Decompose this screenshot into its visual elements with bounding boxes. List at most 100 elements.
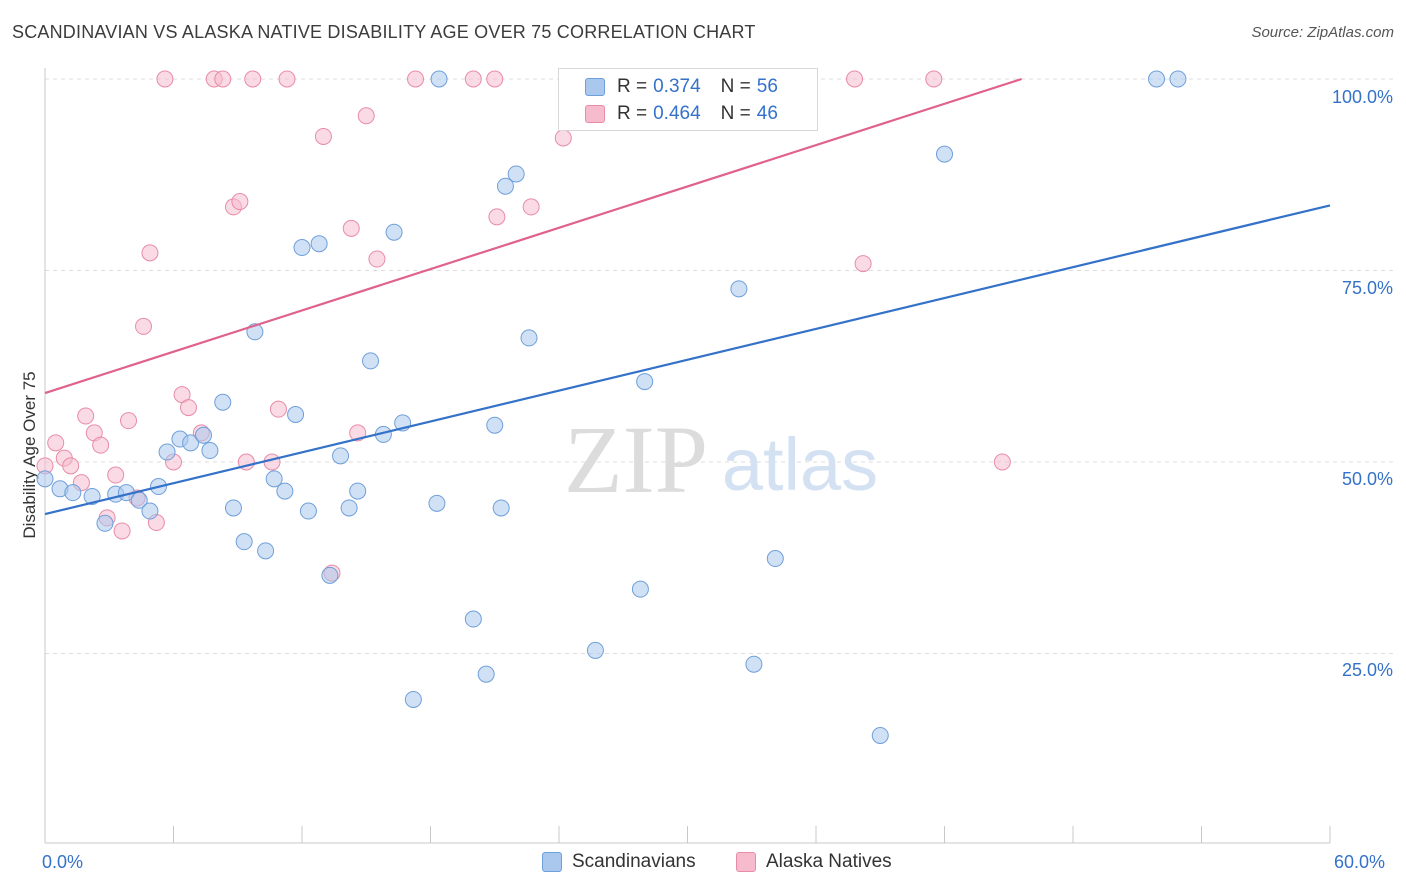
alaska-native-point <box>314 127 332 145</box>
legend-r-label: R = <box>617 76 648 97</box>
scandinavian-point <box>636 373 654 391</box>
x-tick-label-max: 60.0% <box>1334 852 1386 872</box>
alaska-native-point <box>214 70 232 88</box>
alaska-native-point <box>107 466 125 484</box>
legend-n-value: 56 <box>756 76 778 97</box>
scandinavian-point <box>362 352 380 370</box>
alaska-native-point <box>357 107 375 125</box>
source-credit: Source: ZipAtlas.com <box>1251 24 1394 41</box>
scandinavian-point <box>235 533 253 551</box>
scandinavian-point <box>224 499 242 517</box>
alaska-native-point <box>135 317 153 335</box>
scandinavian-point <box>214 393 232 411</box>
trend-lines <box>44 77 1331 516</box>
alaska-native-point <box>925 70 943 88</box>
watermark-atlas: atlas <box>722 423 878 506</box>
series-legend-alaska-natives: Alaska Natives <box>736 851 892 873</box>
alaska-native-point <box>113 522 131 540</box>
scandinavian-point <box>349 482 367 500</box>
series-legend: Scandinavians Alaska Natives <box>0 851 1406 877</box>
scandinavian-point <box>340 499 358 517</box>
alaska-native-point <box>120 412 138 430</box>
legend-row-alaska-natives: R = 0.464 N = 46 <box>585 102 778 126</box>
alaska-native-point <box>77 407 95 425</box>
scandinavian-point <box>507 165 525 183</box>
alaska-native-point <box>488 208 506 226</box>
scandinavian-point <box>36 470 54 488</box>
y-tick-label: 100.0% <box>1332 87 1393 107</box>
scandinavian-point <box>141 502 159 520</box>
alaska-native-point <box>464 70 482 88</box>
scandinavian-point <box>428 494 446 512</box>
scandinavian-point <box>586 641 604 659</box>
series-swatch-pink <box>736 852 756 872</box>
scandinavian-point <box>332 447 350 465</box>
scandinavian-point <box>265 470 283 488</box>
stats-legend: R = 0.374 N = 56 R = 0.464 N = 46 <box>558 68 818 131</box>
y-tick-labels: 25.0% 50.0% 75.0% 100.0% <box>1332 87 1393 680</box>
x-tick-label-min: 0.0% <box>42 852 84 872</box>
alaska-native-point <box>47 434 65 452</box>
scandinavian-point <box>182 434 200 452</box>
axes <box>44 68 1331 844</box>
alaska-native-point <box>156 70 174 88</box>
scandinavian-point <box>631 580 649 598</box>
legend-r-label: R = <box>617 103 648 124</box>
alaska-native-point <box>486 70 504 88</box>
legend-row-scandinavians: R = 0.374 N = 56 <box>585 75 778 99</box>
scandinavian-trend-line <box>44 204 1331 516</box>
alaska-native-point <box>407 70 425 88</box>
scandinavian-point <box>492 499 510 517</box>
scandinavian-point <box>310 235 328 253</box>
scandinavian-point <box>257 542 275 560</box>
scandinavian-point <box>404 690 422 708</box>
alaska-native-trend-line <box>44 77 1022 395</box>
scandinavian-point <box>766 550 784 568</box>
scandinavian-point <box>64 484 82 502</box>
alaska-native-point <box>522 198 540 216</box>
series-name-alaska-natives: Alaska Natives <box>766 851 892 872</box>
series-swatch-blue <box>542 852 562 872</box>
scandinavian-point <box>201 442 219 460</box>
blue-points <box>36 70 1187 744</box>
scandinavian-point <box>385 223 403 241</box>
legend-n-value: 46 <box>756 103 778 124</box>
chart-title: SCANDINAVIAN VS ALASKA NATIVE DISABILITY… <box>12 22 756 42</box>
alaska-native-point <box>342 219 360 237</box>
scandinavian-point <box>194 426 212 444</box>
scandinavian-point <box>293 239 311 257</box>
y-tick-label: 75.0% <box>1342 278 1393 298</box>
alaska-native-point <box>244 70 262 88</box>
watermark: ZIP atlas <box>564 406 878 513</box>
legend-r-value: 0.464 <box>653 103 701 124</box>
scandinavian-point <box>1169 70 1187 88</box>
scandinavian-point <box>477 665 495 683</box>
scandinavian-point <box>83 487 101 505</box>
gridlines <box>45 78 1393 654</box>
alaska-native-point <box>141 244 159 262</box>
alaska-native-point <box>231 193 249 211</box>
scandinavian-point <box>496 177 514 195</box>
legend-swatch-blue <box>585 78 605 96</box>
scandinavian-point <box>1148 70 1166 88</box>
scandinavian-point <box>321 566 339 584</box>
legend-n-label: N = <box>720 76 751 97</box>
scandinavian-point <box>871 726 889 744</box>
alaska-native-point <box>846 70 864 88</box>
scandinavian-point <box>96 514 114 532</box>
alaska-native-point <box>62 457 80 475</box>
scandinavian-point <box>287 406 305 424</box>
legend-r-value: 0.374 <box>653 76 701 97</box>
series-name-scandinavians: Scandinavians <box>572 851 696 872</box>
alaska-native-point <box>854 255 872 273</box>
legend-n-label: N = <box>720 103 751 124</box>
scandinavian-point <box>299 502 317 520</box>
alaska-native-point <box>368 250 386 268</box>
alaska-native-point <box>278 70 296 88</box>
scandinavian-point <box>730 280 748 298</box>
scandinavian-point <box>745 655 763 673</box>
watermark-zip: ZIP <box>564 406 708 513</box>
alaska-native-point <box>554 129 572 147</box>
y-tick-label: 25.0% <box>1342 660 1393 680</box>
